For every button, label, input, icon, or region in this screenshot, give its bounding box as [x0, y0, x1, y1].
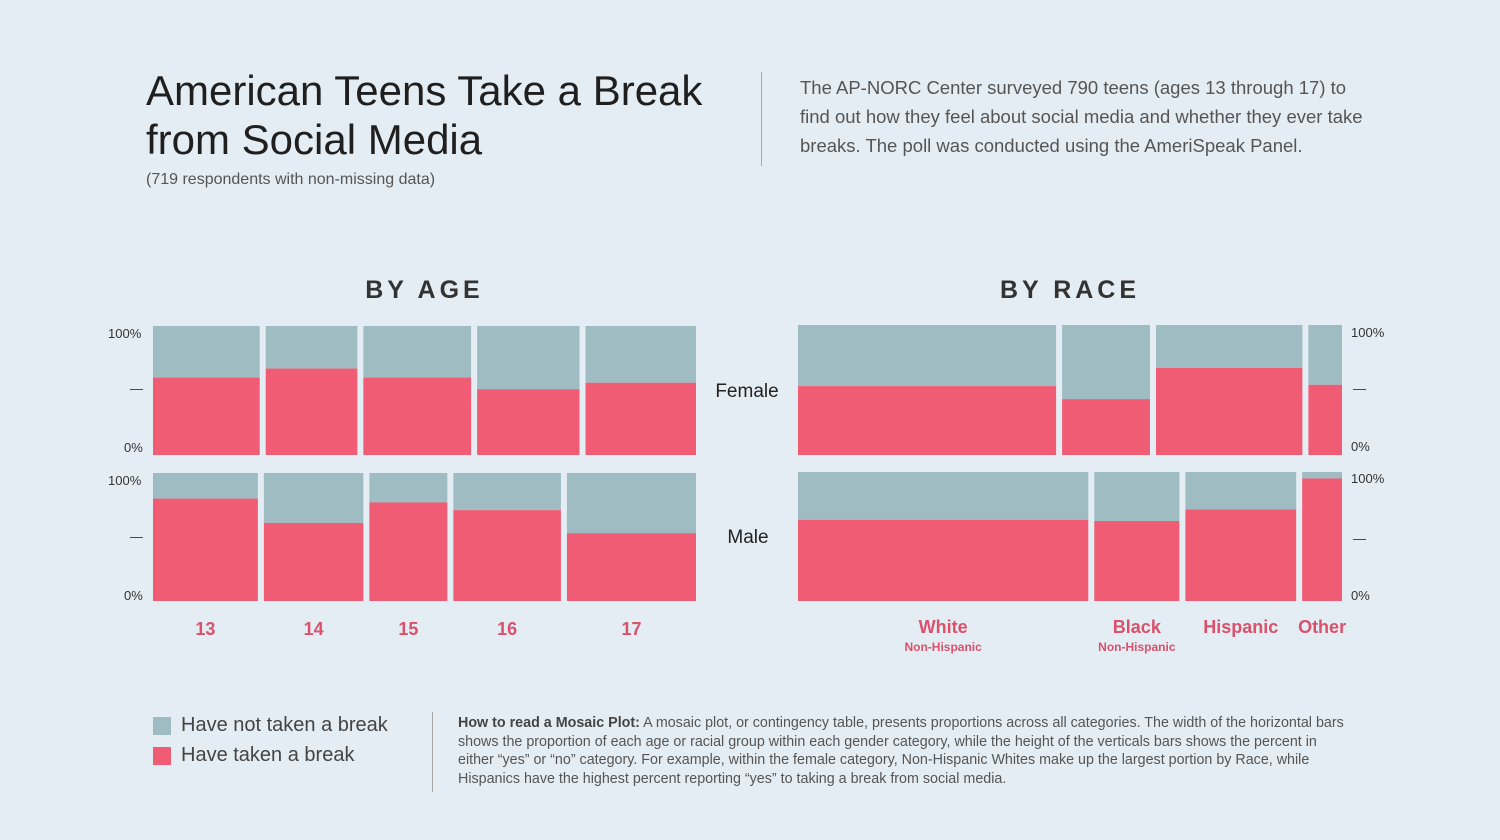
age-male-axis-mid: — — [130, 529, 143, 544]
race-male-black-not-taken-bar — [1094, 472, 1180, 522]
age-female-15-taken-bar — [363, 377, 472, 455]
footer-divider — [432, 712, 433, 792]
race-female-hispanic-taken-bar — [1155, 367, 1303, 455]
race-male-black-taken-bar — [1094, 521, 1180, 601]
age-male-axis-bottom: 0% — [124, 588, 143, 603]
gender-label-female: Female — [715, 381, 779, 402]
header-divider — [761, 72, 762, 166]
age-female-16-taken-bar — [477, 389, 580, 455]
race-male-white-taken-bar — [798, 519, 1089, 601]
age-female-13-not-taken-bar — [153, 326, 260, 378]
race-male-other-not-taken-bar — [1302, 472, 1342, 479]
age-category-label-13: 13 — [195, 619, 216, 639]
age-female-axis-top: 100% — [108, 326, 142, 341]
age-female-16-not-taken-bar — [477, 326, 580, 390]
age-female-17-taken-bar — [585, 382, 696, 455]
intro-text: The AP-NORC Center surveyed 790 teens (a… — [800, 77, 1363, 156]
race-female-white-taken-bar — [798, 386, 1057, 455]
page-subtitle: (719 respondents with non-missing data) — [146, 171, 436, 188]
legend-swatch-not-taken — [153, 717, 171, 735]
race-male-other-taken-bar — [1302, 478, 1342, 601]
race-female-white-not-taken-bar — [798, 325, 1057, 387]
age-male-16-not-taken-bar — [453, 473, 561, 511]
legend-swatch-taken — [153, 747, 171, 765]
page-title: American Teens Take a Break from Social … — [146, 67, 703, 163]
age-category-label-16: 16 — [497, 619, 518, 639]
age-male-13-taken-bar — [153, 498, 258, 601]
race-category-label-other: Other — [1298, 617, 1347, 637]
age-male-axis-top: 100% — [108, 473, 142, 488]
age-chart-title: BY AGE — [365, 276, 484, 304]
age-female-axis-mid: — — [130, 381, 143, 396]
race-category-label-white: White — [918, 617, 968, 637]
race-male-axis-mid: — — [1353, 531, 1366, 546]
race-male-axis-bottom: 0% — [1351, 588, 1370, 603]
race-male-white-not-taken-bar — [798, 472, 1089, 520]
age-category-label-14: 14 — [303, 619, 324, 639]
age-category-label-17: 17 — [621, 619, 642, 639]
age-male-15-taken-bar — [369, 502, 448, 601]
legend-label-taken: Have taken a break — [181, 744, 355, 766]
race-female-black-not-taken-bar — [1062, 325, 1150, 400]
race-female-axis-mid: — — [1353, 381, 1366, 396]
race-female-axis-top: 100% — [1351, 325, 1385, 340]
how-to-read-lead: How to read a Mosaic Plot: — [458, 715, 640, 731]
race-chart-title: BY RACE — [999, 276, 1141, 304]
age-male-17-not-taken-bar — [566, 473, 696, 534]
race-female-black-taken-bar — [1062, 399, 1150, 455]
age-male-14-not-taken-bar — [263, 473, 364, 523]
age-female-axis-bottom: 0% — [124, 440, 143, 455]
age-male-14-taken-bar — [263, 522, 364, 601]
age-female-17-not-taken-bar — [585, 326, 696, 383]
race-male-hispanic-taken-bar — [1185, 509, 1297, 601]
race-category-sublabel-black: Non-Hispanic — [1098, 640, 1176, 654]
age-male-15-not-taken-bar — [369, 473, 448, 503]
race-category-label-hispanic: Hispanic — [1203, 617, 1279, 637]
age-female-15-not-taken-bar — [363, 326, 472, 378]
age-female-14-not-taken-bar — [265, 326, 358, 369]
race-male-axis-top: 100% — [1351, 471, 1385, 486]
race-category-sublabel-white: Non-Hispanic — [904, 640, 982, 654]
race-female-hispanic-not-taken-bar — [1155, 325, 1303, 368]
race-male-hispanic-not-taken-bar — [1185, 472, 1297, 510]
age-male-17-taken-bar — [566, 533, 696, 601]
age-category-label-15: 15 — [398, 619, 419, 639]
race-female-axis-bottom: 0% — [1351, 439, 1370, 454]
how-to-read-body: A mosaic plot, or contingency table, pre… — [458, 715, 1344, 787]
race-female-other-taken-bar — [1308, 384, 1342, 455]
gender-label-male: Male — [727, 527, 769, 548]
how-to-read-note: How to read a Mosaic Plot: A mosaic plot… — [458, 714, 1348, 788]
race-female-other-not-taken-bar — [1308, 325, 1342, 385]
age-female-13-taken-bar — [153, 377, 260, 455]
race-category-label-black: Black — [1112, 617, 1161, 637]
legend-label-not-taken: Have not taken a break — [181, 714, 388, 736]
age-male-16-taken-bar — [453, 510, 561, 601]
age-male-13-not-taken-bar — [153, 473, 258, 499]
age-female-14-taken-bar — [265, 368, 358, 455]
